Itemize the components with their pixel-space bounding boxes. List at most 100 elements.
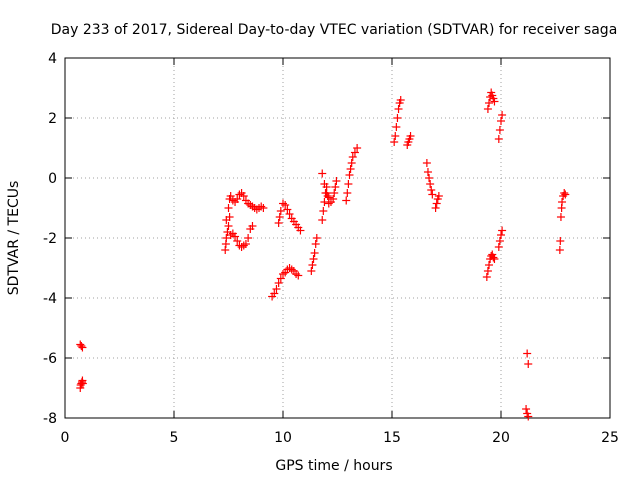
data-point bbox=[391, 132, 400, 140]
x-tick-label: 10 bbox=[274, 430, 292, 446]
data-point bbox=[296, 226, 305, 235]
data-point bbox=[239, 192, 248, 200]
y-tick-label: -4 bbox=[43, 291, 57, 307]
data-point bbox=[318, 216, 327, 224]
data-point bbox=[233, 195, 242, 203]
data-point bbox=[560, 189, 569, 197]
data-point bbox=[482, 273, 491, 281]
data-point bbox=[222, 216, 231, 224]
data-point bbox=[324, 193, 333, 202]
data-point bbox=[330, 189, 339, 197]
data-point bbox=[558, 198, 567, 206]
chart-title: Day 233 of 2017, Sidereal Day-to-day VTE… bbox=[51, 22, 618, 38]
x-tick-label: 15 bbox=[383, 430, 401, 446]
data-point bbox=[432, 199, 441, 208]
data-point bbox=[497, 231, 505, 239]
x-tick-label: 5 bbox=[170, 430, 179, 446]
data-point bbox=[272, 285, 281, 293]
data-point bbox=[483, 105, 492, 113]
data-point bbox=[226, 192, 235, 200]
data-point bbox=[427, 186, 436, 194]
data-point bbox=[222, 234, 231, 242]
data-point bbox=[308, 261, 317, 269]
data-point bbox=[422, 159, 431, 167]
data-point bbox=[312, 234, 321, 242]
data-point bbox=[283, 205, 292, 214]
data-point bbox=[224, 204, 233, 212]
data-point bbox=[235, 190, 244, 199]
data-point bbox=[344, 180, 353, 188]
x-axis-label: GPS time / hours bbox=[275, 458, 392, 474]
data-point bbox=[78, 343, 87, 352]
data-point bbox=[318, 169, 327, 178]
data-point bbox=[332, 177, 341, 185]
data-point bbox=[248, 222, 257, 230]
data-point bbox=[310, 249, 319, 257]
data-point bbox=[285, 210, 294, 218]
data-point bbox=[556, 213, 565, 221]
data-point bbox=[494, 135, 503, 143]
data-point bbox=[522, 405, 531, 413]
data-point bbox=[294, 271, 303, 280]
data-point bbox=[275, 213, 284, 221]
data-point bbox=[274, 279, 283, 287]
data-point bbox=[320, 180, 329, 188]
y-tick-label: 0 bbox=[48, 171, 57, 187]
data-point bbox=[244, 234, 253, 242]
data-point bbox=[353, 144, 362, 152]
y-tick-label: -6 bbox=[43, 351, 57, 367]
data-point bbox=[425, 174, 434, 182]
data-point bbox=[309, 255, 318, 263]
data-point bbox=[495, 126, 504, 134]
data-point bbox=[523, 349, 532, 358]
data-point bbox=[490, 97, 499, 106]
data-point bbox=[483, 267, 492, 275]
data-point bbox=[428, 190, 437, 199]
data-point bbox=[279, 199, 287, 208]
data-point bbox=[279, 270, 287, 278]
data-point bbox=[231, 232, 240, 241]
data-point bbox=[423, 168, 432, 176]
data-point bbox=[396, 96, 405, 104]
data-point bbox=[498, 226, 507, 235]
data-point bbox=[343, 189, 352, 197]
y-tick-label: 4 bbox=[48, 51, 57, 67]
data-point bbox=[276, 207, 285, 215]
data-point bbox=[431, 204, 440, 212]
data-point bbox=[524, 360, 533, 368]
data-point bbox=[241, 240, 250, 248]
y-tick-label: -8 bbox=[43, 411, 57, 427]
data-point bbox=[489, 253, 498, 262]
data-point bbox=[274, 219, 283, 227]
axis-ticks: 0 5 10 15 20 25 -8 -6 -4 -2 0 2 4 bbox=[43, 51, 619, 446]
data-point bbox=[331, 183, 340, 191]
data-point bbox=[350, 148, 359, 157]
data-point bbox=[322, 189, 331, 197]
data-point bbox=[485, 261, 494, 269]
plot-frame bbox=[64, 57, 611, 419]
data-point bbox=[495, 237, 504, 245]
data-point bbox=[485, 99, 494, 107]
data-point bbox=[497, 117, 505, 125]
data-point bbox=[311, 240, 320, 248]
data-point bbox=[561, 190, 570, 199]
data-point bbox=[348, 153, 357, 161]
data-point bbox=[329, 195, 338, 203]
x-tick-label: 0 bbox=[61, 430, 70, 446]
data-point bbox=[494, 243, 503, 251]
data-point bbox=[77, 342, 86, 350]
data-point bbox=[390, 138, 399, 146]
data-point bbox=[406, 132, 415, 140]
data-point bbox=[556, 237, 565, 245]
data-point bbox=[393, 114, 402, 122]
data-point bbox=[426, 180, 435, 188]
data-point bbox=[78, 379, 87, 388]
data-point bbox=[221, 246, 230, 254]
data-point bbox=[224, 222, 233, 230]
data-point bbox=[434, 192, 443, 200]
y-axis-label: SDTVAR / TECUs bbox=[6, 181, 22, 296]
data-point bbox=[233, 237, 242, 245]
data-point bbox=[490, 255, 499, 263]
y-tick-label: -2 bbox=[43, 231, 57, 247]
